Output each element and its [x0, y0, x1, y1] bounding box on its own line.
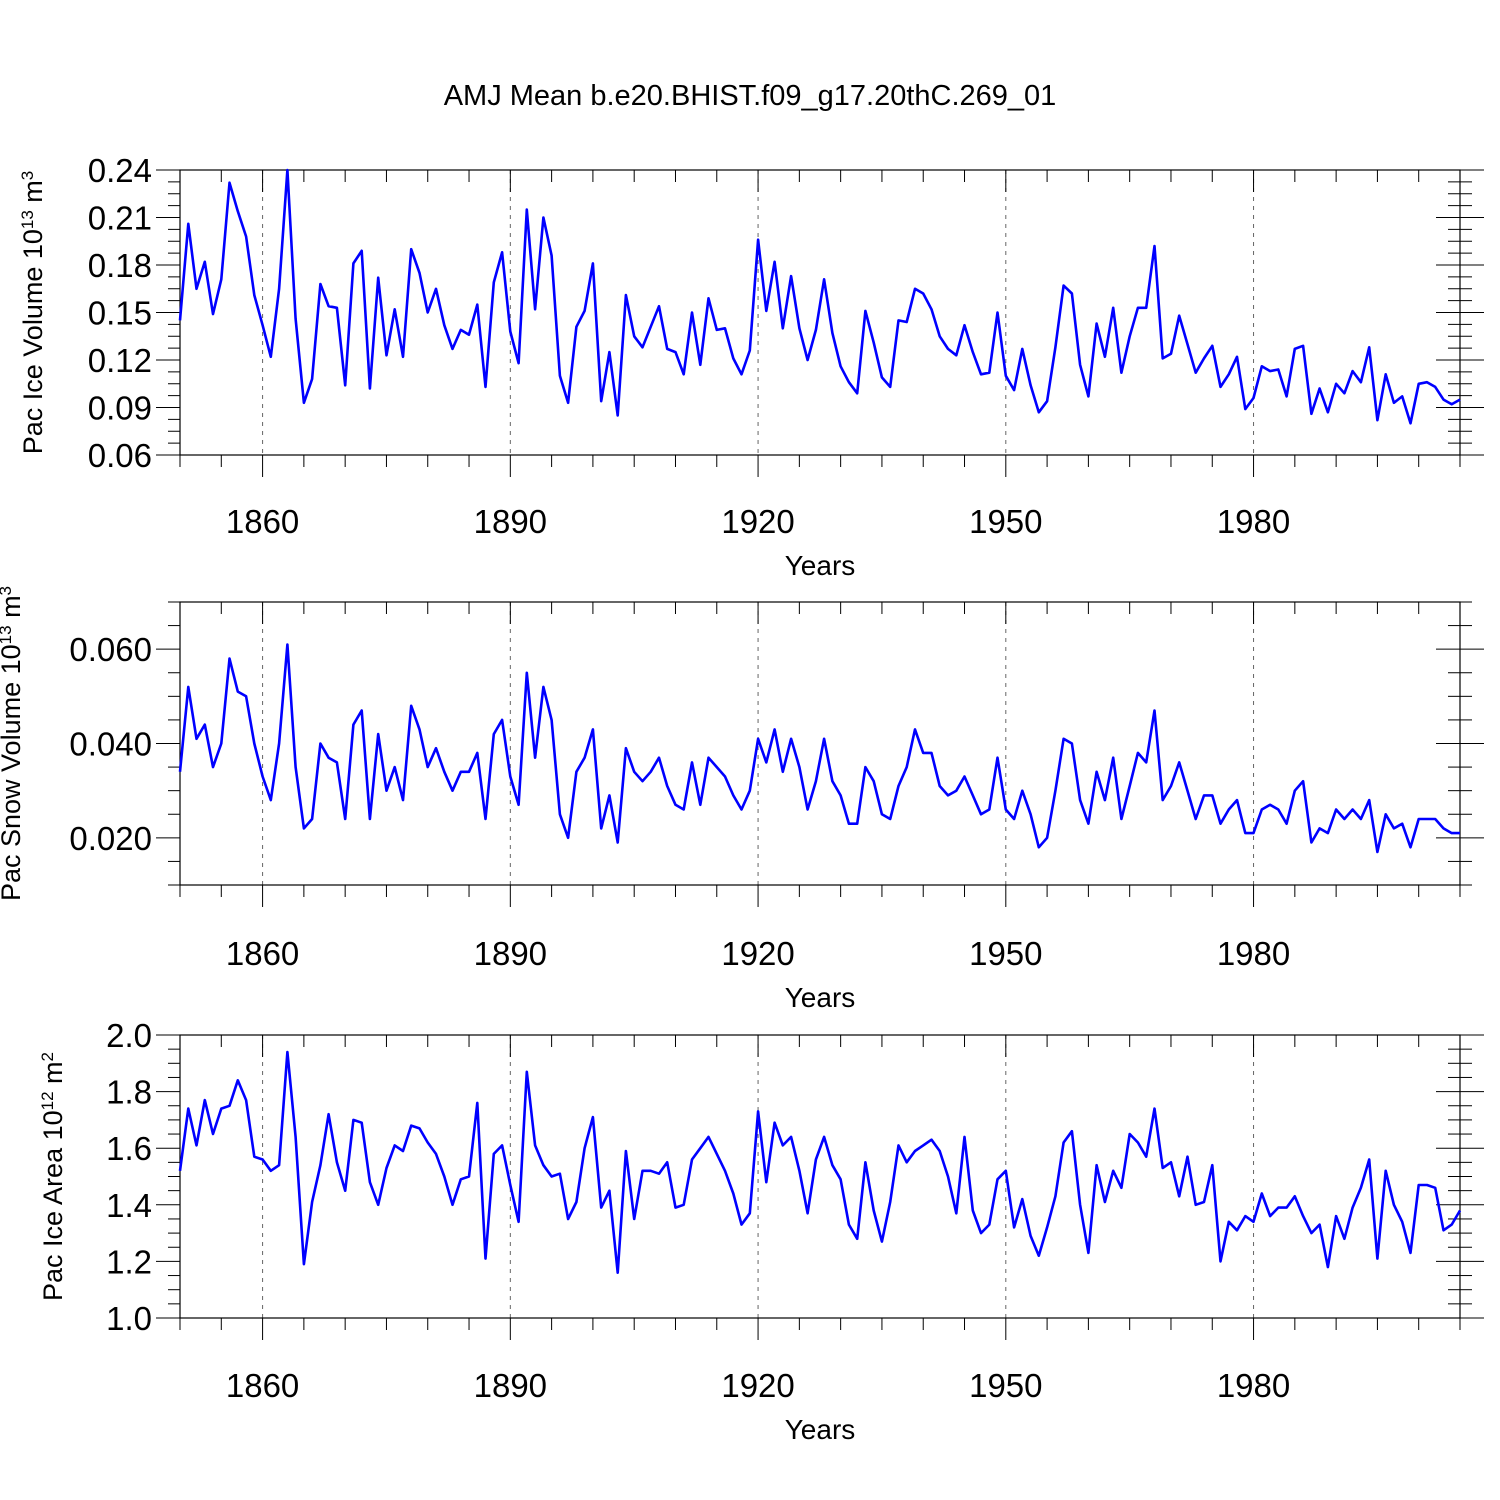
y-axis-title: Pac Ice Volume 1013 m3 [18, 171, 49, 455]
x-tick-label: 1860 [226, 1367, 299, 1404]
x-tick-label: 1920 [721, 935, 794, 972]
x-axis-title: Years [785, 550, 856, 581]
chart-title: AMJ Mean b.e20.BHIST.f09_g17.20thC.269_0… [443, 80, 1057, 112]
series-line-snow-volume [178, 643, 1460, 854]
plot-frame [179, 601, 1461, 886]
series-line-ice-area [178, 1050, 1462, 1274]
y-axis-title: Pac Snow Volume 1013 m3 [0, 586, 26, 901]
panel-snow-volume: 0.020 0.040 0.060 1860 1890 1920 1950 1980 Years… [0, 586, 1484, 1013]
x-tick-label: 1980 [1217, 1367, 1290, 1404]
x-tick-label: 1860 [226, 503, 299, 540]
panel-ice-area: 1.0 1.2 1.4 1.6 1.8 2.0 1860 1890 1920 1950 1980 Ye… [38, 1017, 1484, 1445]
y-tick-label: 1.0 [106, 1300, 152, 1337]
x-tick-label: 1950 [969, 1367, 1042, 1404]
y-axis-title: Pac Ice Area 1012 m2 [38, 1052, 69, 1301]
x-tick-label: 1950 [969, 935, 1042, 972]
y-tick-label: 1.2 [106, 1243, 152, 1280]
y-tick-label: 0.24 [88, 152, 152, 189]
y-tick-label: 0.060 [69, 631, 152, 668]
y-tick-label: 0.15 [88, 295, 152, 332]
x-tick-label: 1890 [474, 503, 547, 540]
y-tick-label: 1.4 [106, 1187, 152, 1224]
x-tick-label: 1920 [721, 503, 794, 540]
x-tick-label: 1980 [1217, 503, 1290, 540]
y-tick-label: 0.21 [88, 200, 152, 237]
plot-frame [179, 1034, 1461, 1319]
y-tick-label: 2.0 [106, 1017, 152, 1054]
y-tick-label: 0.06 [88, 437, 152, 474]
y-tick-label: 1.8 [106, 1074, 152, 1111]
y-tick-label: 1.6 [106, 1130, 152, 1167]
x-axis-title: Years [785, 1414, 856, 1445]
x-tick-label: 1890 [474, 935, 547, 972]
x-tick-label: 1950 [969, 503, 1042, 540]
x-axis-title: Years [785, 982, 856, 1013]
y-tick-label: 0.040 [69, 726, 152, 763]
y-tick-label: 0.18 [88, 247, 152, 284]
y-tick-label: 0.09 [88, 390, 152, 427]
panel-ice-volume: 0.06 0.09 0.12 0.15 0.18 0.21 0.24 1860 1890 1920… [18, 152, 1484, 581]
y-tick-label: 0.12 [88, 342, 152, 379]
x-tick-label: 1980 [1217, 935, 1290, 972]
y-tick-label: 0.020 [69, 820, 152, 857]
x-tick-label: 1860 [226, 935, 299, 972]
series-line-ice-volume [178, 168, 1461, 425]
x-tick-label: 1920 [721, 1367, 794, 1404]
x-tick-label: 1890 [474, 1367, 547, 1404]
